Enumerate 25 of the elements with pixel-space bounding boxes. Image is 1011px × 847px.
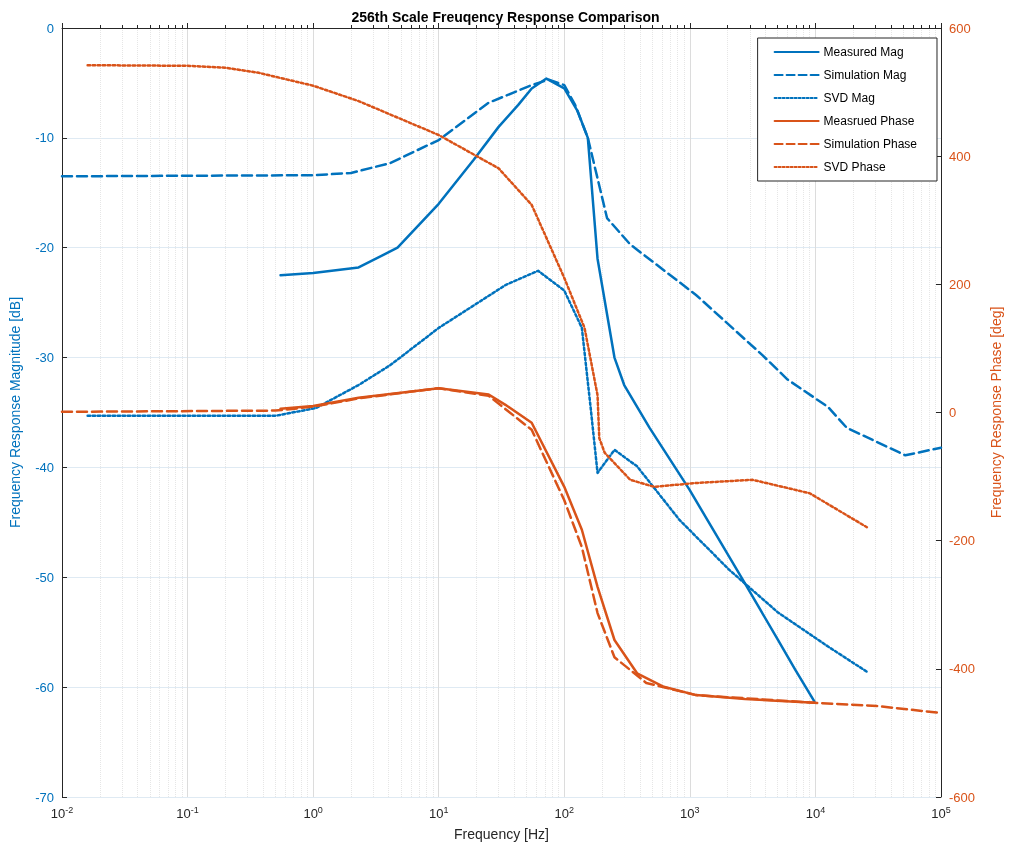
- chart-title: 256th Scale Freuqency Response Comparison: [351, 9, 660, 25]
- y-tick-label: -40: [35, 459, 54, 475]
- y2-tick-label: 600: [949, 20, 971, 36]
- y2-tick-label: -600: [949, 789, 976, 805]
- y2-axis-title: Frequency Response Phase [deg]: [988, 306, 1004, 519]
- y-axis-title: Frequency Response Magnitude [dB]: [7, 296, 23, 529]
- y2-tick-label: 400: [949, 148, 971, 164]
- legend-label: Measrued Phase: [823, 114, 915, 128]
- x-axis-title: Frequency [Hz]: [454, 826, 549, 842]
- legend-label: SVD Phase: [823, 160, 886, 174]
- y-tick-label: -30: [35, 350, 54, 366]
- legend-label: Measured Mag: [823, 45, 904, 59]
- y2-tick-label: 200: [949, 276, 971, 292]
- y2-tick-label: 0: [949, 405, 957, 420]
- y-tick-label: -70: [35, 789, 54, 805]
- legend-label: SVD Mag: [823, 91, 875, 105]
- y-tick-label: 0: [46, 20, 54, 36]
- legend-label: Simulation Mag: [823, 68, 907, 82]
- y-tick-label: -20: [35, 240, 54, 256]
- legend-label: Simulation Phase: [823, 137, 918, 151]
- y-tick-label: -50: [35, 569, 54, 585]
- y2-tick-label: -200: [949, 533, 976, 549]
- y-tick-label: -10: [35, 130, 54, 146]
- y-tick-label: -60: [35, 679, 54, 695]
- y2-tick-label: -400: [949, 661, 976, 677]
